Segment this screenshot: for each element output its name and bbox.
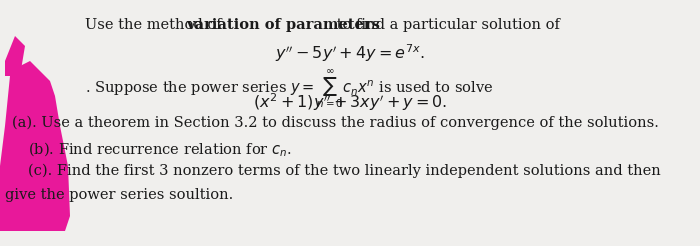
Text: variation of parameters: variation of parameters: [186, 18, 380, 32]
Polygon shape: [0, 61, 70, 231]
Text: give the power series soultion.: give the power series soultion.: [5, 188, 233, 202]
Text: (a). Use a theorem in Section 3.2 to discuss the radius of convergence of the so: (a). Use a theorem in Section 3.2 to dis…: [12, 116, 659, 130]
Text: $y'' - 5y' + 4y = e^{7x}.$: $y'' - 5y' + 4y = e^{7x}.$: [275, 42, 425, 64]
Text: (c). Find the first 3 nonzero terms of the two linearly independent solutions an: (c). Find the first 3 nonzero terms of t…: [28, 164, 661, 178]
Text: (b). Find recurrence relation for $c_n$.: (b). Find recurrence relation for $c_n$.: [28, 141, 292, 159]
Text: Use the method of: Use the method of: [85, 18, 226, 32]
Text: $(x^2 + 1)y'' + 3xy' + y = 0.$: $(x^2 + 1)y'' + 3xy' + y = 0.$: [253, 91, 447, 113]
Polygon shape: [5, 36, 25, 76]
Text: . Suppose the power series $y = \sum_{n=0}^{\infty} c_n x^n$ is used to solve: . Suppose the power series $y = \sum_{n=…: [85, 68, 493, 110]
Text: to find a particular solution of: to find a particular solution of: [332, 18, 560, 32]
